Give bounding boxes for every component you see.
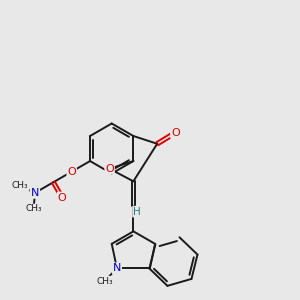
Text: CH₃: CH₃ xyxy=(25,205,42,214)
Text: O: O xyxy=(171,128,180,138)
Text: H: H xyxy=(133,207,141,217)
Text: N: N xyxy=(31,188,39,198)
Text: N: N xyxy=(113,263,121,273)
Text: O: O xyxy=(58,193,67,202)
Text: CH₃: CH₃ xyxy=(12,182,28,190)
Text: O: O xyxy=(67,167,76,177)
Text: CH₃: CH₃ xyxy=(96,277,113,286)
Text: O: O xyxy=(105,164,114,174)
